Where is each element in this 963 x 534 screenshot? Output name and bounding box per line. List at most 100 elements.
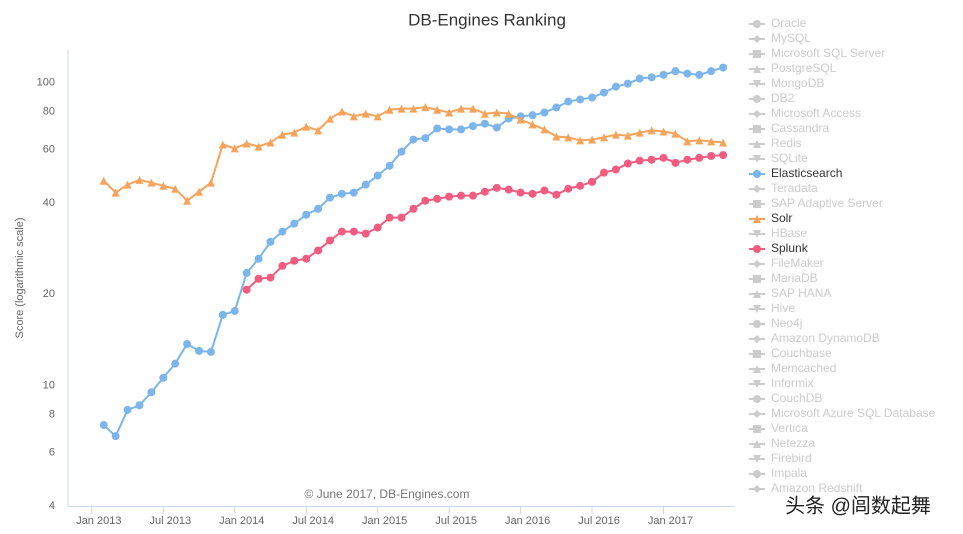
legend-symbol xyxy=(753,35,761,43)
legend-item[interactable]: Cassandra xyxy=(749,121,829,135)
data-point xyxy=(123,405,132,414)
legend-item[interactable]: Memcached xyxy=(749,361,836,375)
legend-item[interactable]: Solr xyxy=(749,211,792,225)
data-point xyxy=(99,176,108,185)
legend-label: Cassandra xyxy=(771,121,829,135)
data-point xyxy=(266,138,275,147)
x-tick-label: Jan 2014 xyxy=(219,515,264,527)
legend-item[interactable]: Vertica xyxy=(749,421,808,435)
data-point xyxy=(111,432,120,441)
legend-item[interactable]: Elasticsearch xyxy=(749,166,842,180)
y-axis-label: Score (logarithmic scale) xyxy=(14,217,26,338)
legend-item[interactable]: Informix xyxy=(749,376,814,390)
legend-item[interactable]: Splunk xyxy=(749,241,809,255)
data-point xyxy=(206,178,215,187)
data-point xyxy=(99,421,108,430)
data-point xyxy=(659,70,668,79)
legend-item[interactable]: Impala xyxy=(749,466,807,480)
data-point xyxy=(349,112,358,121)
x-tick-label: Jan 2013 xyxy=(76,515,121,527)
legend-label: Hive xyxy=(771,301,795,315)
legend-item[interactable]: PostgreSQL xyxy=(749,61,837,75)
legend-item[interactable]: Teradata xyxy=(749,181,818,195)
data-point xyxy=(326,114,335,123)
data-point xyxy=(159,373,168,382)
legend-symbol xyxy=(753,110,761,118)
legend-item[interactable]: Neo4j xyxy=(749,316,802,330)
data-point xyxy=(302,254,311,263)
legend-label: Vertica xyxy=(771,421,808,435)
data-point xyxy=(195,346,204,355)
legend-item[interactable]: FileMaker xyxy=(749,256,824,270)
legend-label: Memcached xyxy=(771,361,836,375)
data-point xyxy=(218,140,227,149)
data-point xyxy=(588,135,597,144)
legend-item[interactable]: MongoDB xyxy=(749,76,824,90)
legend-item[interactable]: SAP HANA xyxy=(749,286,831,300)
data-point xyxy=(468,104,477,113)
legend-item[interactable]: Amazon DynamoDB xyxy=(749,331,880,345)
data-point xyxy=(147,178,156,187)
legend-label: Firebird xyxy=(771,451,812,465)
legend-item[interactable]: Firebird xyxy=(749,451,812,465)
data-point xyxy=(516,115,525,124)
legend-label: Elasticsearch xyxy=(771,166,842,180)
data-point xyxy=(683,69,692,78)
x-tick-label: Jul 2015 xyxy=(435,515,477,527)
data-point xyxy=(218,310,227,319)
y-tick-label: 40 xyxy=(43,197,55,209)
legend-item[interactable]: HBase xyxy=(749,226,807,240)
legend-label: Netezza xyxy=(771,436,815,450)
legend-item[interactable]: Amazon Redshift xyxy=(749,481,863,495)
legend-item[interactable]: Redis xyxy=(749,136,802,150)
legend-item[interactable]: Microsoft Azure SQL Database xyxy=(749,406,936,420)
data-point xyxy=(552,132,561,141)
data-point xyxy=(314,204,323,213)
y-tick-label: 20 xyxy=(43,288,55,300)
data-point xyxy=(445,192,454,201)
data-point xyxy=(576,136,585,145)
data-point xyxy=(123,180,132,189)
y-tick-label: 10 xyxy=(43,379,55,391)
legend-item[interactable]: Couchbase xyxy=(749,346,832,360)
legend-item[interactable]: CouchDB xyxy=(749,391,822,405)
legend-label: Solr xyxy=(771,211,792,225)
data-point xyxy=(171,359,180,368)
legend-item[interactable]: DB2 xyxy=(749,91,795,105)
data-point xyxy=(611,130,620,139)
data-point xyxy=(230,144,239,153)
data-point xyxy=(206,347,215,356)
data-point xyxy=(445,125,454,134)
legend-symbol xyxy=(753,65,761,73)
legend-item[interactable]: Netezza xyxy=(749,436,815,450)
data-point xyxy=(314,126,323,135)
data-point xyxy=(468,122,477,131)
x-tick-label: Jul 2014 xyxy=(292,515,334,527)
data-point xyxy=(421,134,430,143)
legend-item[interactable]: Hive xyxy=(749,301,795,315)
legend-item[interactable]: Microsoft SQL Server xyxy=(749,46,885,60)
data-point xyxy=(647,126,656,135)
legend-symbol xyxy=(753,80,761,88)
data-point xyxy=(290,128,299,137)
legend-symbol xyxy=(753,350,761,358)
data-point xyxy=(719,138,728,147)
data-point xyxy=(540,186,549,195)
legend-symbol xyxy=(753,440,761,448)
legend-item[interactable]: SAP Adaptive Server xyxy=(749,196,883,210)
data-point xyxy=(564,97,573,106)
legend-label: SQLite xyxy=(771,151,808,165)
data-point xyxy=(349,188,358,197)
legend-item[interactable]: MariaDB xyxy=(749,271,818,285)
legend-item[interactable]: SQLite xyxy=(749,151,808,165)
x-tick-label: Jul 2013 xyxy=(149,515,191,527)
data-point xyxy=(659,127,668,136)
credits: © June 2017, DB-Engines.com xyxy=(305,487,470,501)
legend-item[interactable]: Microsoft Access xyxy=(749,106,861,120)
data-point xyxy=(719,63,728,72)
legend-item[interactable]: MySQL xyxy=(749,31,811,45)
data-point xyxy=(385,213,394,222)
legend-item[interactable]: Oracle xyxy=(749,16,807,30)
data-point xyxy=(326,236,335,245)
